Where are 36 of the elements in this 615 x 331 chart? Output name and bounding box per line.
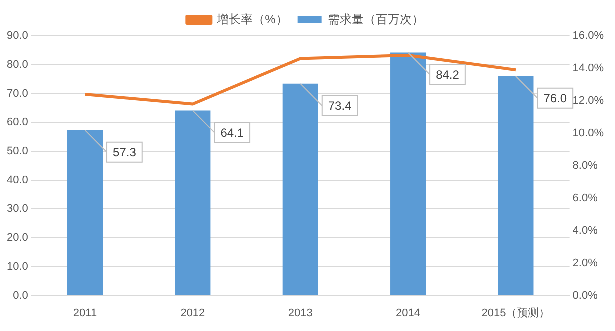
data-label: 64.1 (220, 126, 244, 140)
y-tick-label: 60.0 (6, 116, 28, 129)
y2-tick-label: 8.0% (572, 160, 598, 172)
bar (282, 84, 318, 296)
x-tick-label: 2012 (180, 307, 206, 320)
y2-tick-label: 2.0% (572, 257, 598, 270)
data-label: 57.3 (113, 146, 137, 160)
y-tick-label: 80.0 (6, 58, 28, 71)
y-tick-label: 30.0 (6, 203, 28, 216)
data-label: 73.4 (328, 99, 352, 114)
data-label: 84.2 (436, 68, 460, 82)
y2-tick-label: 12.0% (572, 94, 604, 107)
y-tick-label: 50.0 (6, 146, 28, 158)
y-tick-label: 90.0 (6, 30, 28, 42)
x-tick-label: 2013 (288, 307, 313, 320)
x-tick-label: 2011 (73, 307, 98, 320)
bar (175, 110, 211, 296)
bar (67, 130, 104, 296)
y2-tick-label: 10.0% (572, 127, 604, 140)
y-tick-label: 40.0 (6, 174, 28, 186)
y2-tick-label: 14.0% (572, 62, 604, 75)
y-tick-label: 0.0 (13, 290, 28, 302)
y2-tick-label: 6.0% (572, 192, 598, 204)
data-label: 76.0 (544, 92, 568, 106)
legend-label: 增长率（%） (216, 12, 288, 26)
y2-tick-label: 16.0% (572, 30, 604, 42)
legend-label: 需求量（百万次） (328, 12, 424, 26)
y2-tick-label: 0.0% (572, 290, 598, 302)
x-tick-label: 2015（预测） (482, 307, 550, 320)
y-tick-label: 10.0 (6, 260, 28, 273)
y-tick-label: 20.0 (6, 232, 28, 244)
y-tick-label: 70.0 (6, 88, 28, 100)
bar (390, 52, 426, 296)
y2-tick-label: 4.0% (572, 224, 598, 237)
x-tick-label: 2014 (396, 307, 421, 320)
bar (498, 76, 534, 296)
